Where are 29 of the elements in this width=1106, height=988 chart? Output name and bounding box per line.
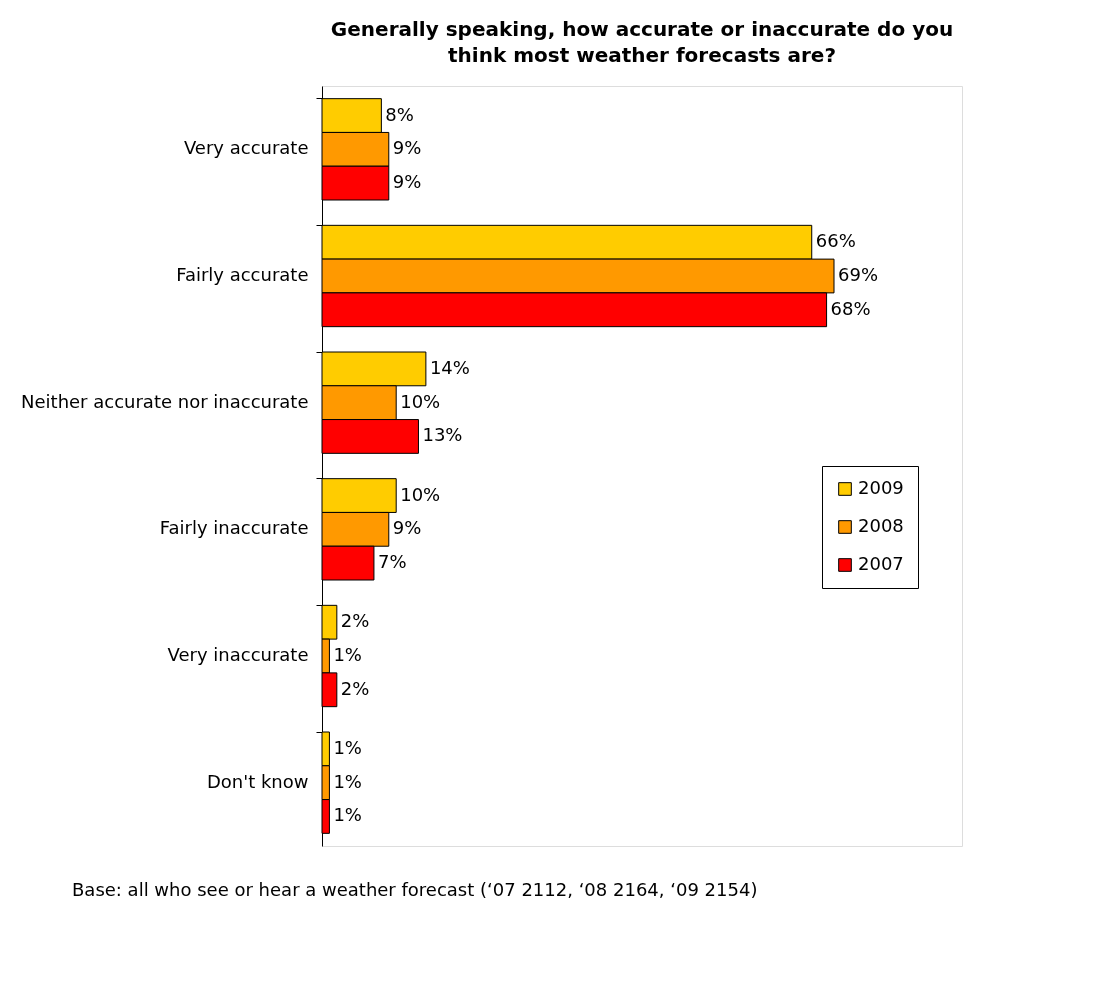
legend-label: 2008 [858,515,904,536]
data-label: 9% [392,171,422,193]
data-label: 1% [333,804,362,826]
data-label: 1% [333,770,362,792]
y-tick-label: Fairly accurate [176,264,309,285]
y-tick-label: Neither accurate nor inaccurate [21,390,309,412]
data-label: 66% [815,230,856,252]
y-tick-label: Very accurate [183,137,309,159]
data-label: 10% [400,390,441,412]
chart-title: Generally speaking, how accurate or inaccurate do you think most weather forecasts are? [330,17,954,67]
data-label: 7% [377,551,407,573]
data-label: 68% [830,297,871,319]
data-label: 10% [400,483,441,505]
data-label: 1% [333,736,362,758]
y-tick-label: Fairly inaccurate [159,517,309,539]
y-tick-label: Very inaccurate [167,644,309,665]
data-label: 13% [422,424,463,446]
data-label: 9% [392,137,422,159]
data-label: 9% [392,517,422,539]
data-label: 14% [429,356,470,378]
data-label: 2% [340,610,370,632]
legend-label: 2009 [858,477,904,498]
data-label: 1% [333,644,362,665]
legend-label: 2007 [858,553,904,574]
y-tick-label: Don't know [206,770,309,792]
data-label: 2% [340,677,370,699]
data-label: 69% [838,264,879,285]
text: Base: all who see or hear a weather forecast (‘07 2112, ‘08 2164, ‘09 2154) [72,879,758,900]
data-label: 8% [385,103,414,125]
